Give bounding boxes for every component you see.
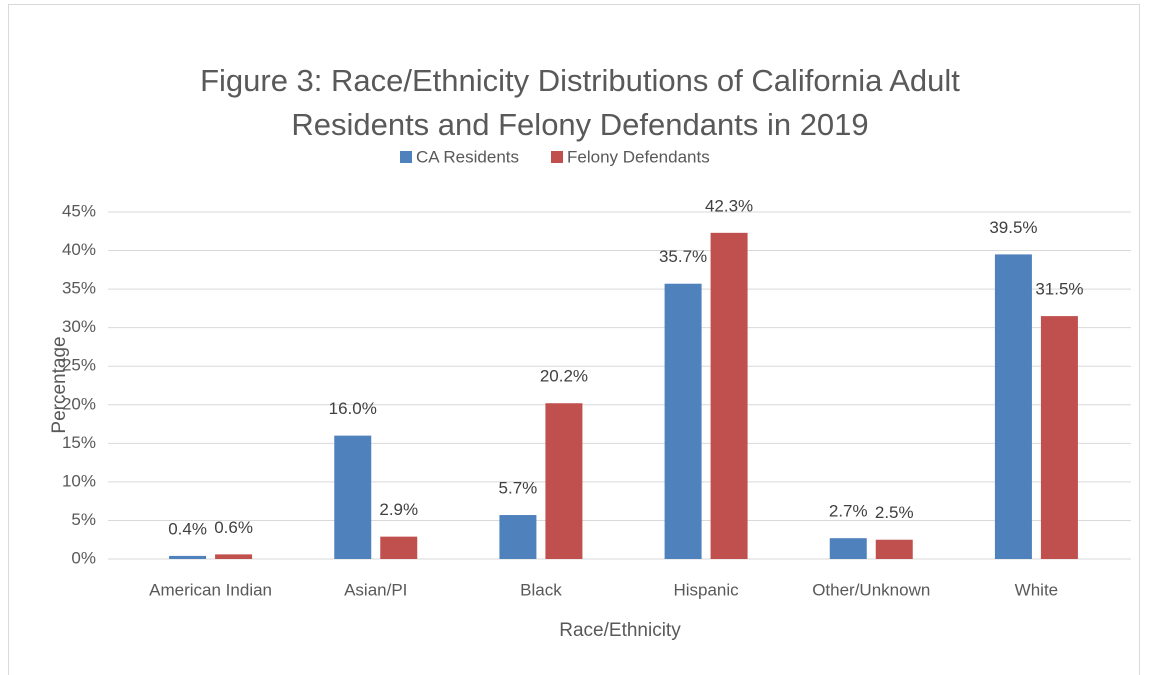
- legend-swatch: [400, 151, 412, 163]
- bar: [545, 403, 583, 559]
- chart-border: [8, 4, 1140, 675]
- y-tick-label: 5%: [71, 510, 96, 529]
- x-axis-title: Race/Ethnicity: [559, 620, 681, 641]
- legend-label: CA Residents: [416, 147, 519, 166]
- x-tick-label: White: [1015, 580, 1058, 599]
- bar: [994, 254, 1032, 559]
- chart-title: Figure 3: Race/Ethnicity Distributions o…: [200, 63, 960, 98]
- x-tick-label: Asian/PI: [344, 580, 407, 599]
- legend-label: Felony Defendants: [567, 147, 710, 166]
- bar: [875, 539, 913, 559]
- bar: [1040, 316, 1078, 559]
- data-label: 0.6%: [214, 518, 253, 537]
- chart-title: Residents and Felony Defendants in 2019: [291, 107, 868, 142]
- data-label: 2.7%: [829, 502, 868, 521]
- data-label: 5.7%: [499, 479, 538, 498]
- x-tick-label: Other/Unknown: [812, 580, 930, 599]
- data-label: 2.9%: [379, 500, 418, 519]
- y-tick-label: 20%: [62, 394, 96, 413]
- bar: [215, 554, 253, 559]
- data-label: 20.2%: [540, 367, 588, 386]
- data-label: 35.7%: [659, 247, 707, 266]
- data-label: 0.4%: [168, 519, 207, 538]
- y-tick-label: 25%: [62, 356, 96, 375]
- bar: [334, 435, 372, 559]
- bar: [499, 515, 537, 559]
- data-label: 31.5%: [1035, 280, 1083, 299]
- bar: [710, 232, 748, 559]
- data-label: 39.5%: [989, 218, 1037, 237]
- x-tick-label: Black: [520, 580, 562, 599]
- y-tick-label: 10%: [62, 471, 96, 490]
- legend-swatch: [551, 151, 563, 163]
- bar: [829, 538, 867, 559]
- data-label: 2.5%: [875, 503, 914, 522]
- y-tick-label: 30%: [62, 317, 96, 336]
- x-tick-label: Hispanic: [673, 580, 739, 599]
- y-tick-label: 0%: [71, 548, 96, 567]
- x-tick-label: American Indian: [149, 580, 272, 599]
- y-axis-title: Percentage: [49, 336, 70, 433]
- y-tick-label: 45%: [62, 201, 96, 220]
- data-label: 16.0%: [329, 399, 377, 418]
- bar: [380, 536, 418, 559]
- bar: [664, 283, 702, 559]
- y-tick-label: 35%: [62, 279, 96, 298]
- data-label: 42.3%: [705, 196, 753, 215]
- y-tick-label: 15%: [62, 433, 96, 452]
- y-tick-label: 40%: [62, 240, 96, 259]
- bar: [169, 555, 207, 559]
